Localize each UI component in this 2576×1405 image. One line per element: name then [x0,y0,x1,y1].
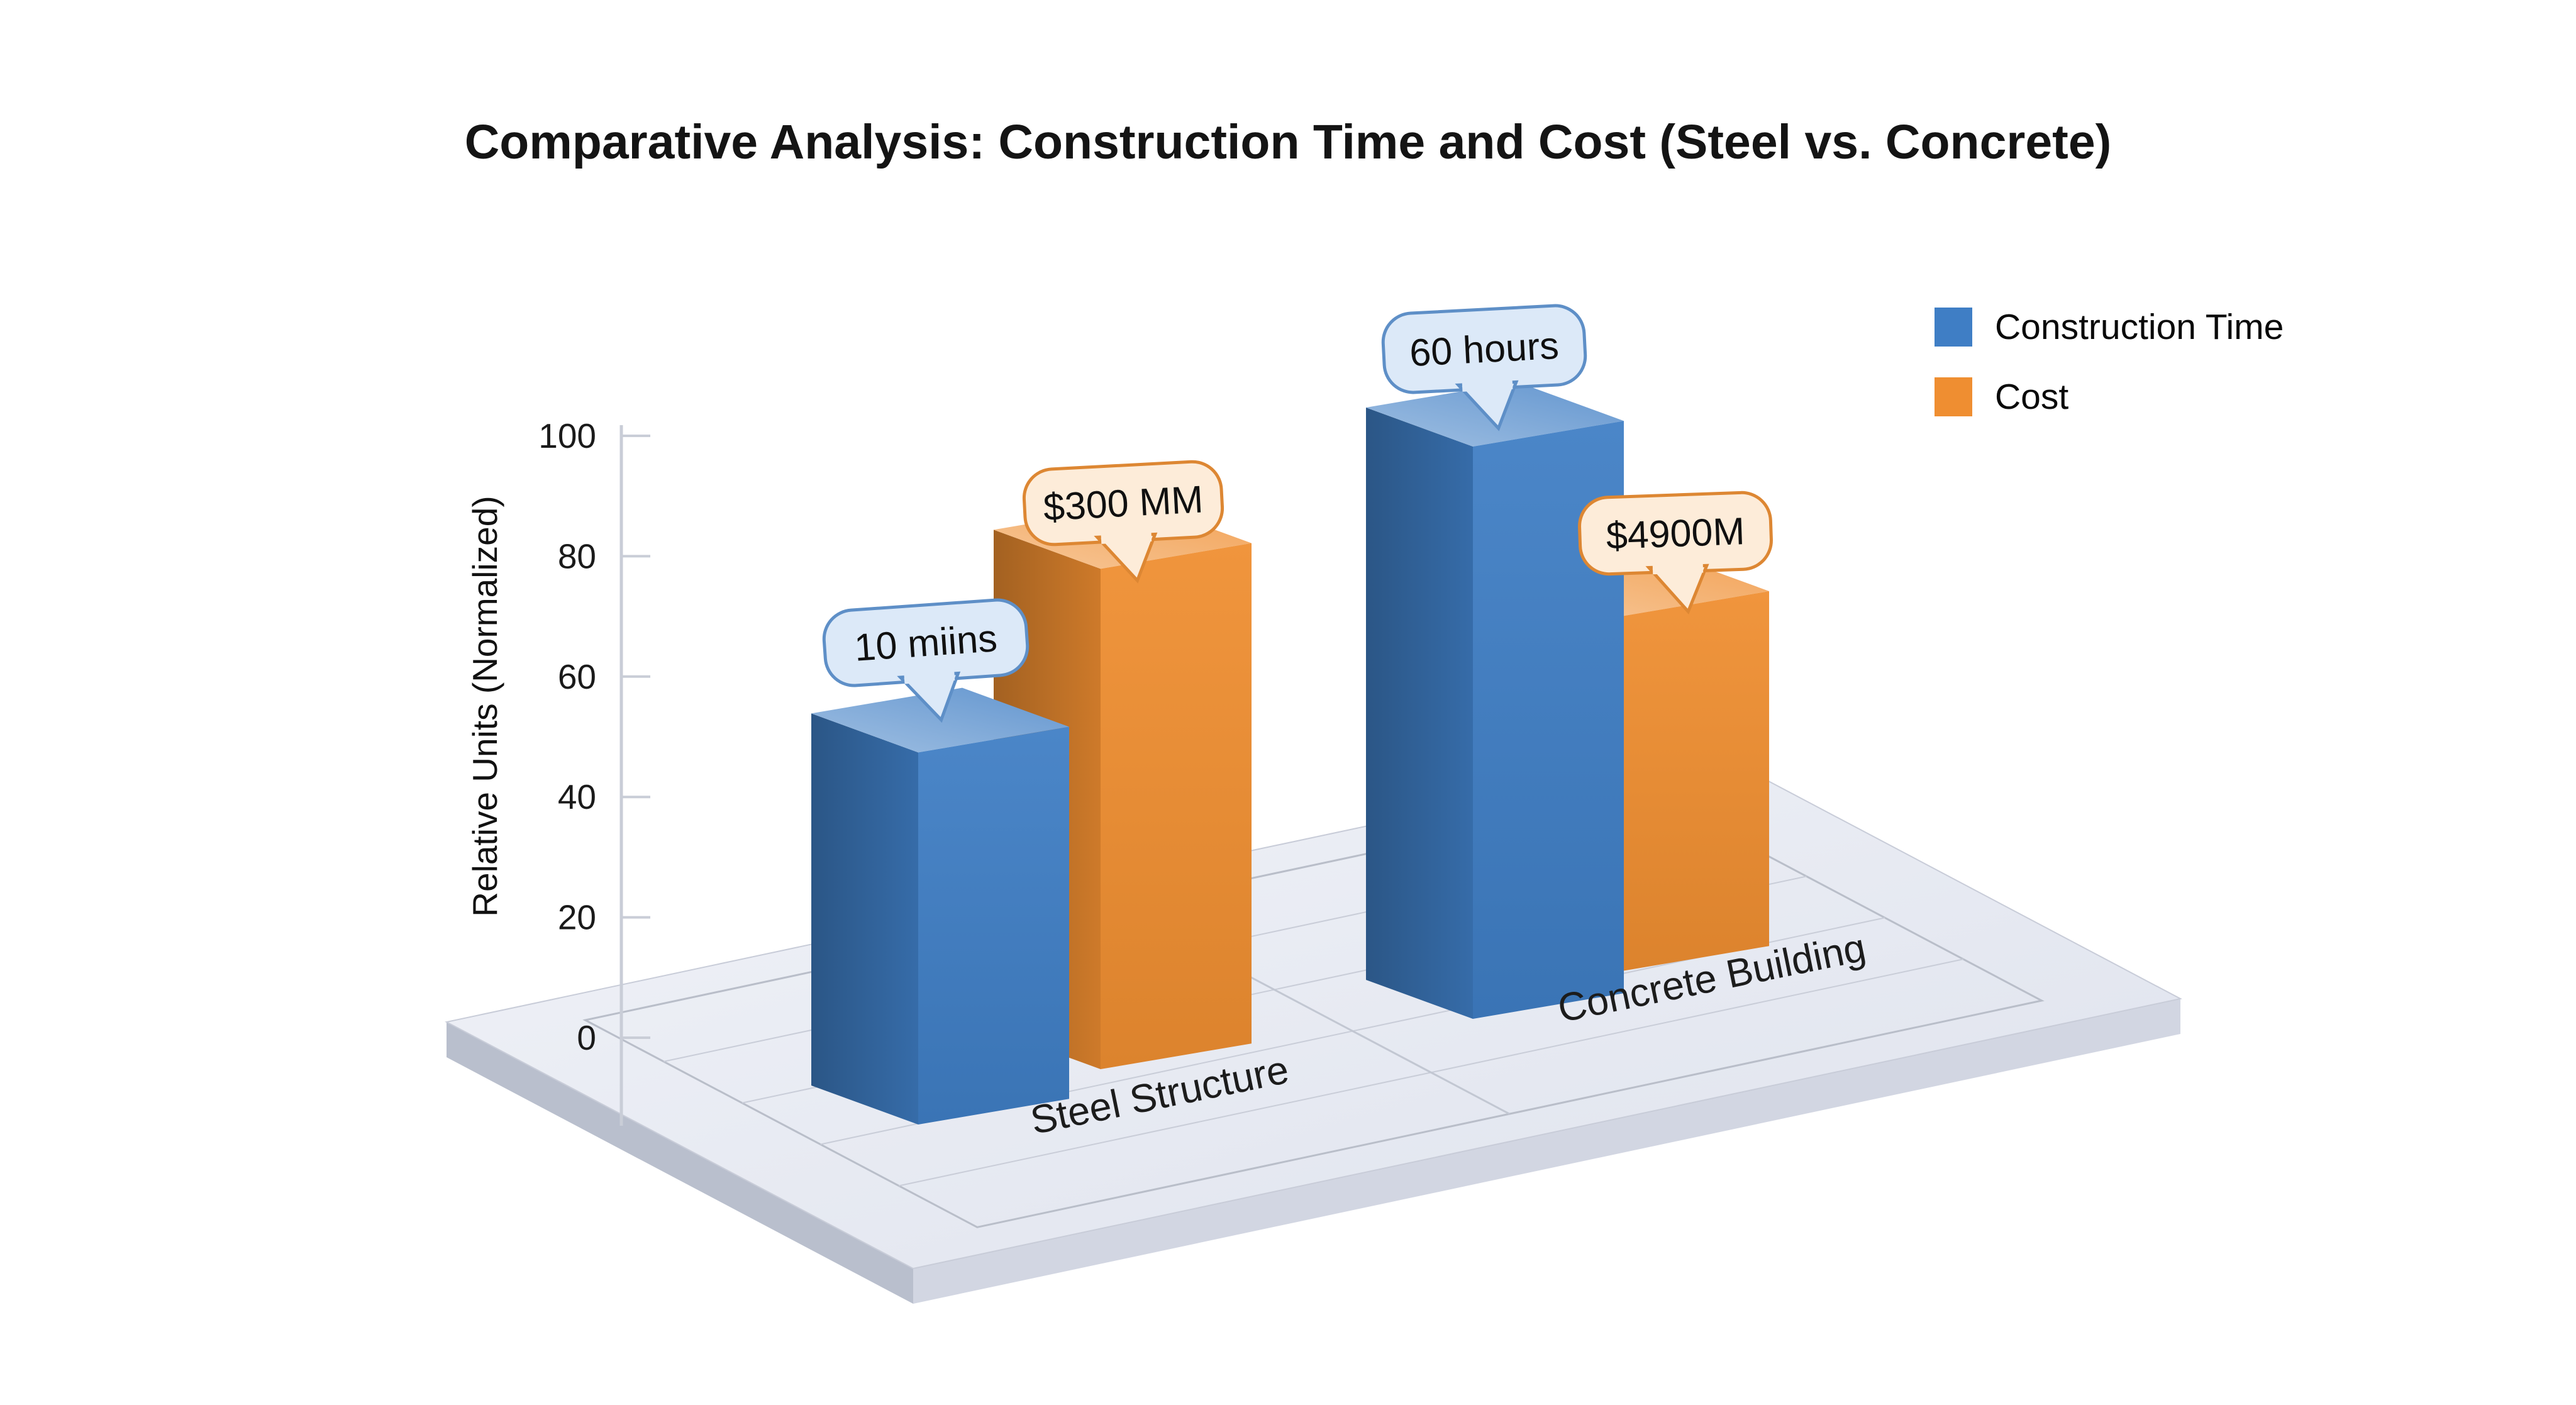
bar-face-side [811,713,918,1125]
y-tick-label: 100 [538,416,596,455]
legend-swatch-construction-time [1935,308,1972,347]
y-tick-label: 0 [577,1018,596,1057]
y-tick-label: 20 [558,898,596,937]
bar-face-front [918,726,1069,1125]
y-tick-label: 80 [558,536,596,575]
floor-side-left [447,1022,913,1304]
callout-text: 10 miins [853,616,998,669]
legend: Construction Time Cost [1935,306,2284,418]
callout-text: $300 MM [1042,477,1204,528]
legend-item-cost: Cost [1935,376,2284,418]
bar-face-front [1618,591,1769,972]
callout-tail-join [904,670,955,684]
legend-swatch-cost [1935,377,1972,416]
floor-platform [445,751,2182,1304]
callout-tail-join [1652,562,1704,575]
y-tick-label: 40 [558,777,596,816]
bar-face-side [1366,408,1473,1019]
bar-face-front [1473,421,1624,1019]
legend-label-construction-time: Construction Time [1995,307,2284,347]
y-axis: 0 20 40 60 80 100 Relative Units (Normalized) [465,416,650,1126]
bar-construction-time-steel-structure [811,687,1069,1125]
callout-tail-join [1462,379,1513,392]
chart-title: Comparative Analysis: Construction Time … [464,115,2112,169]
callout-4900m: $4900M [1578,491,1773,615]
floor-inner-outline [582,792,2045,1228]
legend-item-construction-time: Construction Time [1935,306,2284,348]
callout-tail-join [1101,531,1152,544]
callout-text: 60 hours [1409,324,1560,374]
floor-side-front [913,999,2180,1304]
callout-10-miins: 10 miins [822,598,1030,723]
callout-text: $4900M [1606,509,1746,557]
y-tick-label: 60 [558,657,596,696]
callout-300-mm: $300 MM [1022,460,1224,584]
callout-60-hours: 60 hours [1381,304,1587,431]
legend-label-cost: Cost [1995,377,2069,417]
bar-construction-time-concrete-building [1366,382,1624,1019]
y-axis-title: Relative Units (Normalized) [465,496,504,916]
bar-face-front [1101,543,1252,1069]
